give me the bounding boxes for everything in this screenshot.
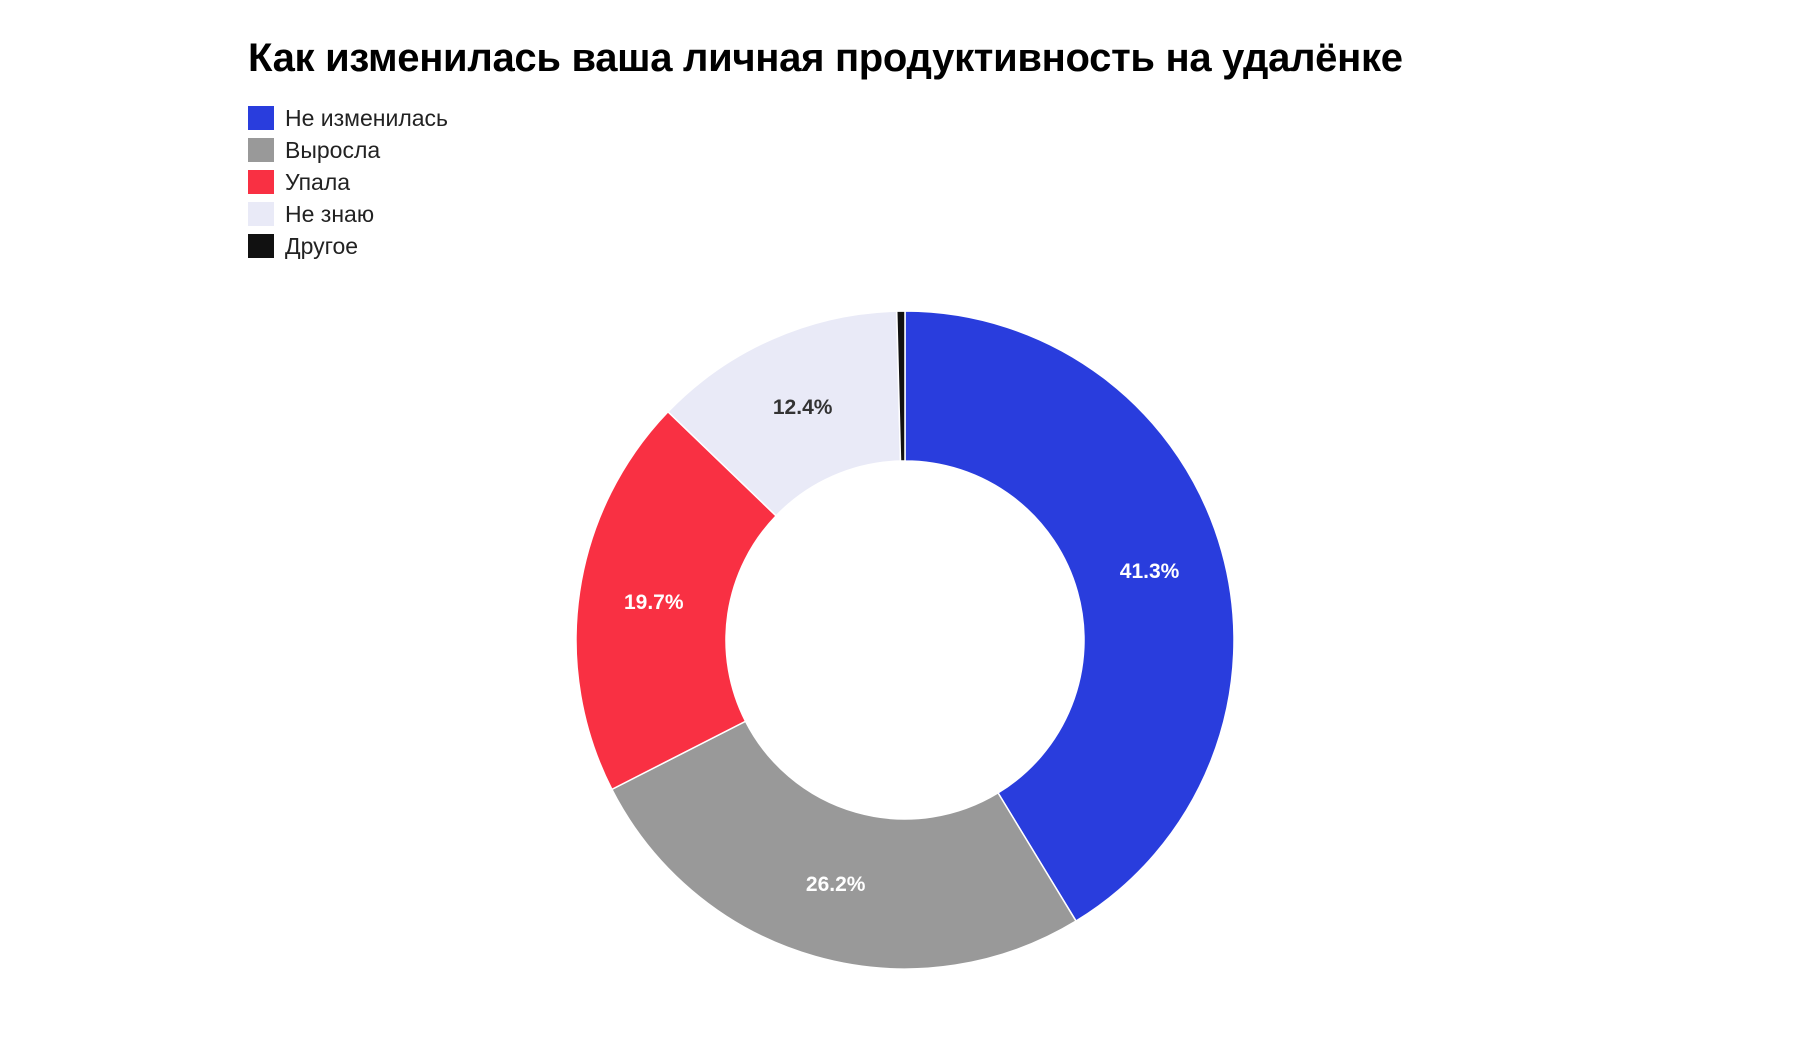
legend-swatch bbox=[248, 106, 274, 130]
legend-label: Не знаю bbox=[285, 200, 375, 227]
legend-item-dont-know: Не знаю bbox=[248, 198, 448, 230]
donut-slice bbox=[904, 310, 1235, 923]
legend-item-unchanged: Не изменилась bbox=[248, 102, 448, 134]
legend: Не изменилась Выросла Упала Не знаю Друг… bbox=[248, 102, 448, 262]
legend-swatch bbox=[248, 170, 274, 194]
slice-value-label: 12.4% bbox=[773, 396, 833, 419]
legend-swatch bbox=[248, 234, 274, 258]
donut-slice bbox=[895, 310, 906, 462]
chart-title: Как изменилась ваша личная продуктивност… bbox=[248, 36, 1403, 80]
legend-swatch bbox=[248, 202, 274, 226]
legend-item-increased: Выросла bbox=[248, 134, 448, 166]
donut-slice bbox=[575, 410, 778, 791]
legend-label: Выросла bbox=[285, 136, 381, 163]
legend-label: Другое bbox=[285, 232, 359, 259]
slice-value-label: 26.2% bbox=[806, 873, 866, 896]
legend-label: Упала bbox=[285, 168, 351, 195]
donut-slice bbox=[610, 720, 1078, 970]
legend-label: Не изменилась bbox=[285, 104, 449, 131]
slice-value-label: 41.3% bbox=[1120, 560, 1180, 583]
legend-swatch bbox=[248, 138, 274, 162]
legend-item-decreased: Упала bbox=[248, 166, 448, 198]
slice-value-label: 19.7% bbox=[624, 591, 684, 614]
legend-item-other: Другое bbox=[248, 230, 448, 262]
